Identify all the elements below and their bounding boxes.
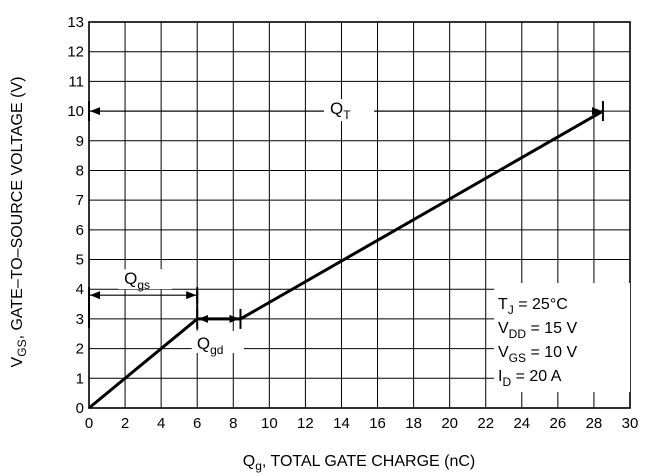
x-tick-label: 20 (441, 415, 458, 432)
x-tick-label: 12 (297, 415, 314, 432)
y-tick-label: 7 (76, 192, 84, 209)
x-tick-label: 2 (121, 415, 129, 432)
conditions-box (494, 283, 630, 392)
x-tick-label: 4 (157, 415, 165, 432)
y-tick-label: 12 (67, 44, 84, 61)
y-tick-label: 4 (76, 281, 84, 298)
y-tick-label: 9 (76, 133, 84, 150)
y-tick-label: 10 (67, 103, 84, 120)
y-tick-label: 13 (67, 14, 84, 31)
condition-line: VGS = 10 V (498, 344, 577, 365)
x-tick-label: 24 (513, 415, 530, 432)
y-axis-label: VGS, GATE–TO–SOURCE VOLTAGE (V) (9, 77, 29, 368)
qgd-label: Qgd (197, 334, 224, 357)
y-tick-label: 6 (76, 222, 84, 239)
qgs-label: Qgs (124, 269, 150, 292)
y-tick-label: 8 (76, 162, 84, 179)
x-tick-label: 22 (477, 415, 494, 432)
x-tick-label: 26 (550, 415, 567, 432)
x-axis-label: Qg, TOTAL GATE CHARGE (nC) (243, 453, 476, 473)
y-tick-label: 3 (76, 311, 84, 328)
annotation-layer: QT Qgs Qgd (88, 99, 604, 357)
test-conditions: TJ = 25°C VDD = 15 V VGS = 10 V ID = 20 A (498, 296, 577, 389)
x-tick-label: 28 (586, 415, 603, 432)
y-tick-label: 11 (68, 73, 84, 90)
x-tick-label: 10 (261, 415, 278, 432)
condition-line: ID = 20 A (498, 368, 562, 389)
y-tick-label: 1 (76, 370, 84, 387)
y-tick-label: 5 (76, 252, 84, 269)
qt-label: QT (330, 99, 351, 122)
qt-label-bg (323, 99, 374, 122)
x-tick-label: 14 (333, 415, 350, 432)
x-tick-label: 8 (229, 415, 237, 432)
condition-line: TJ = 25°C (498, 296, 568, 317)
x-tick-label: 0 (85, 415, 93, 432)
x-tick-label: 18 (405, 415, 422, 432)
x-tick-label: 6 (193, 415, 201, 432)
x-tick-labels: 0 2 4 6 8 10 12 14 16 18 20 22 24 26 28 30 (85, 415, 639, 432)
condition-line: VDD = 15 V (498, 320, 577, 341)
x-tick-label: 16 (369, 415, 386, 432)
plot-frame (88, 21, 631, 409)
x-tick-label: 30 (622, 415, 639, 432)
y-tick-label: 2 (76, 341, 84, 358)
qgs-label-bg (118, 269, 173, 290)
y-tick-label: 0 (76, 400, 84, 417)
qgd-label-bg (191, 330, 244, 353)
